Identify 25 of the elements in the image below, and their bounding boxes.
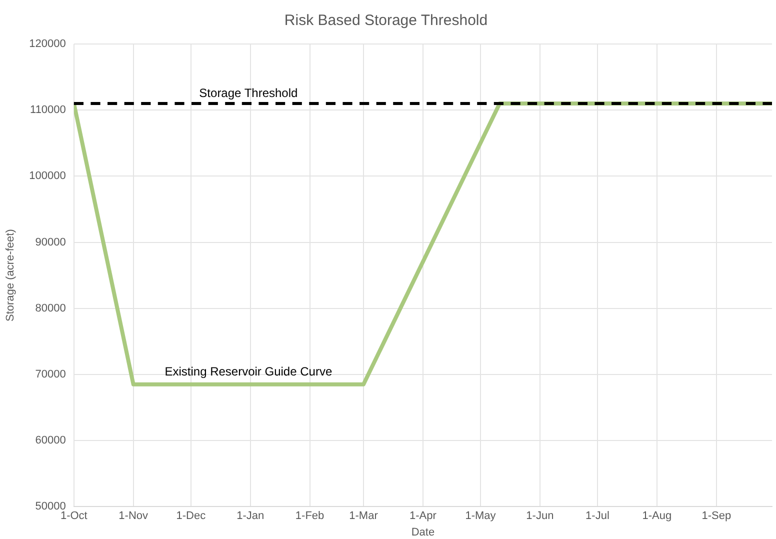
y-tick-label: 120000 (29, 38, 66, 50)
x-tick-label: 1-Mar (349, 510, 378, 522)
y-axis-title: Storage (acre-feet) (4, 229, 17, 322)
x-axis-title: Date (411, 526, 435, 538)
x-tick-label: 1-Jul (586, 510, 610, 522)
x-tick-label: 1-Dec (176, 510, 206, 522)
x-tick-label: 1-Jan (236, 510, 264, 522)
y-tick-label: 80000 (35, 302, 66, 314)
x-tick-label: 1-Aug (642, 510, 672, 522)
x-tick-label: 1-Jun (526, 510, 554, 522)
ref-line-label: Storage Threshold (199, 86, 298, 100)
x-tick-label: 1-Feb (295, 510, 324, 522)
y-tick-label: 70000 (35, 368, 66, 380)
y-tick-label: 110000 (30, 104, 66, 116)
y-tick-label: 90000 (35, 236, 66, 248)
x-tick-label: 1-Nov (118, 510, 149, 522)
y-tick-label: 50000 (35, 500, 66, 513)
y-tick-label: 60000 (35, 434, 66, 447)
x-tick-label: 1-May (465, 510, 496, 522)
x-tick-label: 1-Sep (702, 510, 732, 522)
x-tick-label: 1-Apr (410, 510, 437, 522)
annotation: Existing Reservoir Guide Curve (164, 364, 332, 379)
chart-title: Risk Based Storage Threshold (284, 12, 488, 30)
y-tick-label: 100000 (29, 170, 66, 182)
x-tick-label: 1-Oct (60, 510, 88, 522)
